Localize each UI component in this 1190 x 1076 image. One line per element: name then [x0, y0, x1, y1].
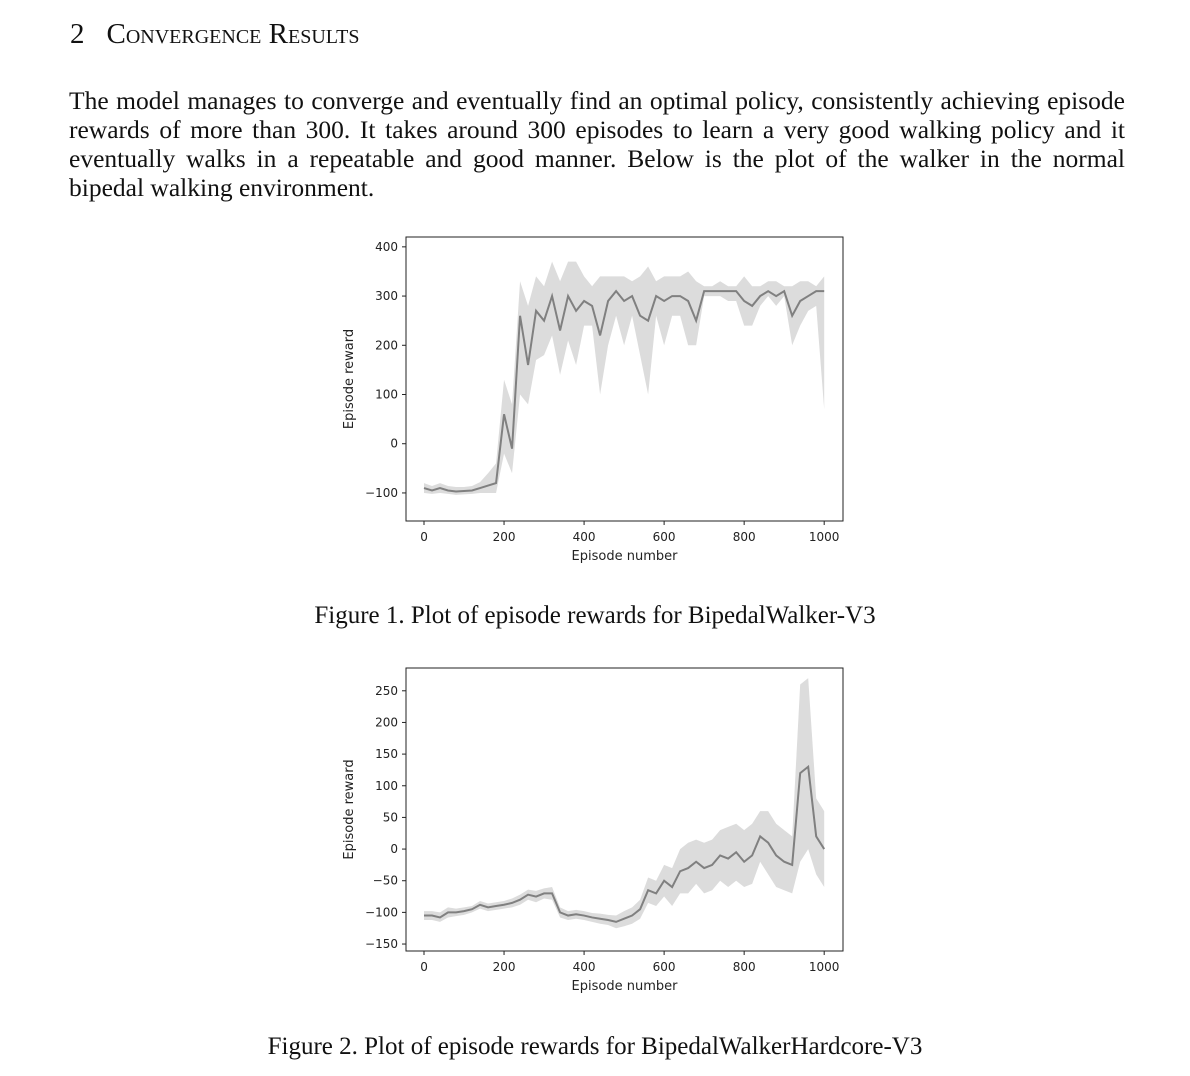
y-tick-label: 100 — [375, 779, 398, 793]
figure-caption: Figure 1. Plot of episode rewards for Bi… — [314, 602, 876, 629]
y-tick-label: −50 — [373, 874, 398, 888]
y-tick-label: 250 — [375, 684, 398, 698]
y-tick-label: 150 — [375, 747, 398, 761]
x-tick-label: 1000 — [809, 530, 840, 544]
y-tick-label: 50 — [383, 810, 398, 824]
y-tick-label: 0 — [390, 842, 398, 856]
plot-frame — [405, 236, 844, 522]
y-tick-label: 0 — [390, 437, 398, 451]
x-tick-label: 200 — [493, 960, 516, 974]
x-tick-label: 1000 — [809, 960, 840, 974]
section-heading: 2 Convergence Results — [70, 18, 360, 51]
y-tick-label: 200 — [375, 338, 398, 352]
y-axis-label: Episode reward — [342, 759, 357, 859]
x-axis-label: Episode number — [572, 549, 679, 564]
figure-caption: Figure 2. Plot of episode rewards for Bi… — [267, 1033, 923, 1060]
y-tick-label: −150 — [365, 937, 398, 951]
section-title: Convergence Results — [106, 18, 360, 50]
y-tick-label: −100 — [365, 905, 398, 919]
paragraph: The model manages to converge and eventu… — [69, 86, 1125, 202]
x-tick-label: 400 — [573, 960, 596, 974]
x-tick-label: 400 — [573, 530, 596, 544]
x-tick-label: 0 — [420, 530, 428, 544]
plot-frame — [405, 667, 844, 952]
reward-line — [424, 764, 826, 923]
y-tick-label: 200 — [375, 715, 398, 729]
x-tick-label: 800 — [733, 530, 756, 544]
y-tick-label: 100 — [375, 388, 398, 402]
y-tick-label: −100 — [365, 486, 398, 500]
confidence-band — [424, 678, 825, 929]
y-tick-label: 400 — [375, 240, 398, 254]
x-axis-label: Episode number — [572, 979, 679, 994]
x-tick-label: 600 — [653, 530, 676, 544]
confidence-band — [424, 261, 825, 495]
y-axis-label: Episode reward — [342, 329, 357, 429]
x-tick-label: 200 — [493, 530, 516, 544]
section-number: 2 — [70, 18, 85, 50]
reward-line — [423, 289, 825, 493]
y-tick-label: 300 — [375, 289, 398, 303]
x-tick-label: 600 — [653, 960, 676, 974]
x-tick-label: 800 — [733, 960, 756, 974]
x-tick-label: 0 — [420, 960, 428, 974]
